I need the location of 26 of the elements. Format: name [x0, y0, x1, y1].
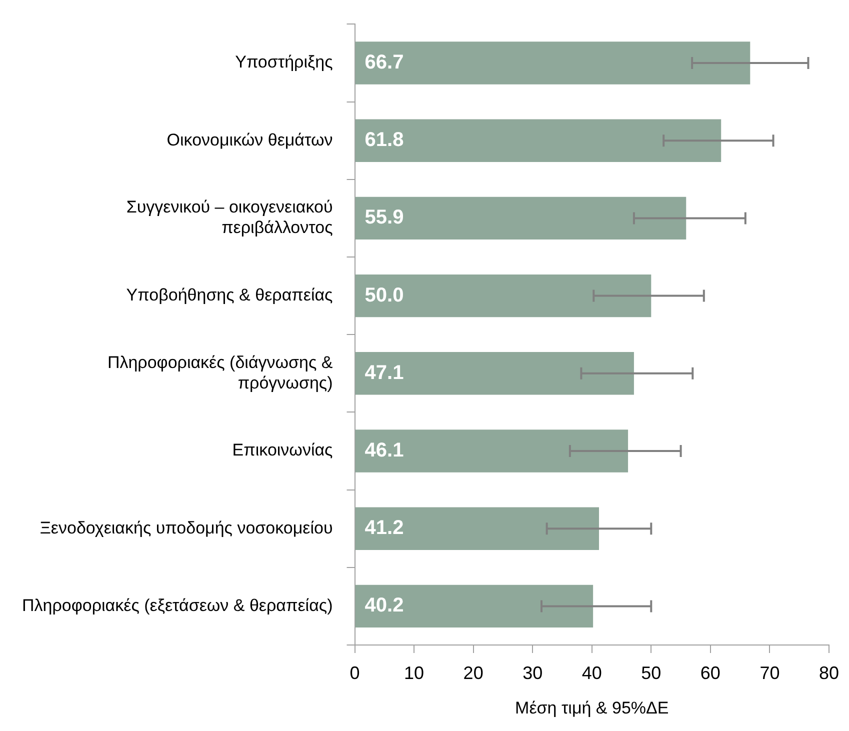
x-tick-label: 40 [582, 662, 602, 683]
data-label: 55.9 [364, 206, 404, 229]
data-label: 47.1 [364, 362, 404, 384]
x-tick-label: 50 [641, 662, 662, 683]
x-axis-title: Μέση τιμή & 95%ΔΕ [515, 698, 669, 718]
x-tick-label: 80 [818, 662, 840, 683]
y-tick-label: Επικοινωνίας [232, 440, 333, 460]
y-tick-label: Πληροφοριακές (διάγνωσης & πρόγνωσης) [107, 352, 334, 392]
x-tick-label: 20 [463, 662, 484, 683]
y-tick-label: Οικονομικών θεμάτων [166, 130, 333, 150]
x-tick-label: 30 [522, 662, 543, 683]
data-label: 40.2 [364, 594, 404, 617]
y-tick-label: Συγγενικού – οικογενειακού περιβάλλοντος [126, 198, 333, 238]
data-label: 61.8 [364, 129, 404, 152]
y-tick-label: Ξενοδοχειακής υποδομής νοσοκομείου [40, 518, 333, 538]
data-label: 66.7 [364, 52, 404, 74]
y-tick-label: Πληροφοριακές (εξετάσεων & θεραπείας) [22, 596, 333, 615]
data-label: 50.0 [364, 284, 404, 306]
x-tick-label: 70 [760, 662, 780, 683]
x-tick-label: 0 [350, 662, 360, 683]
y-tick-label: Υποβοήθησης & θεραπείας [126, 285, 333, 304]
data-label: 41.2 [364, 517, 404, 540]
x-tick-label: 10 [404, 662, 424, 683]
x-tick-label: 60 [700, 662, 720, 683]
y-tick-label: Υποστήριξης [235, 52, 333, 72]
data-label: 46.1 [364, 440, 404, 462]
